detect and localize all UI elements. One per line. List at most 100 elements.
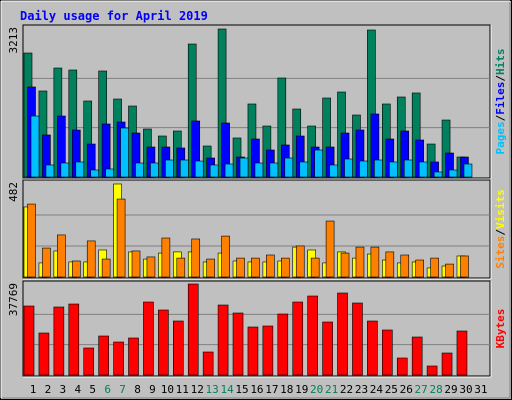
bar	[299, 161, 309, 178]
x-tick-label: 27	[415, 383, 428, 396]
x-tick-label: 12	[191, 383, 204, 396]
bar	[385, 251, 395, 278]
x-tick-label: 11	[176, 383, 189, 396]
bar	[206, 258, 215, 278]
bar	[415, 259, 424, 278]
bar	[403, 159, 413, 178]
x-tick-label: 6	[104, 383, 111, 396]
x-tick-label: 28	[429, 383, 442, 396]
x-tick-label: 7	[119, 383, 126, 396]
bar	[400, 254, 410, 278]
legend-entry: Sites	[494, 236, 507, 269]
bar	[135, 162, 144, 178]
bar	[254, 162, 264, 178]
bar	[314, 149, 323, 178]
bar	[463, 163, 473, 178]
legend-entry: Files	[494, 82, 507, 115]
bar	[281, 257, 290, 278]
x-tick-label: 25	[385, 383, 398, 396]
bar	[27, 203, 36, 278]
bar	[277, 313, 289, 376]
x-tick-label: 23	[355, 383, 368, 396]
legend-entry: Hits	[494, 49, 507, 76]
bar	[75, 161, 85, 178]
x-tick-label: 29	[444, 383, 457, 396]
bar	[239, 157, 249, 178]
legend: Sites/Visits	[494, 189, 507, 269]
x-tick-label: 10	[161, 383, 174, 396]
bar	[307, 295, 318, 376]
bar	[382, 329, 393, 376]
bar	[68, 303, 80, 376]
bar	[236, 257, 245, 278]
bar	[143, 301, 154, 376]
chart-title: Daily usage for April 2019	[20, 9, 208, 23]
bar	[158, 309, 169, 376]
bar	[113, 341, 124, 376]
bar	[337, 292, 348, 376]
bar	[224, 163, 234, 178]
bar	[176, 257, 186, 278]
legend-separator: /	[494, 75, 507, 82]
x-tick-label: 16	[250, 383, 263, 396]
bar	[128, 337, 139, 376]
bar	[165, 159, 174, 178]
x-tick-label: 1	[30, 383, 37, 396]
bar	[448, 169, 458, 178]
legend-entry: KBytes	[494, 309, 507, 349]
bar	[418, 161, 428, 178]
bar	[396, 357, 408, 376]
bar	[247, 326, 259, 376]
x-tick-label: 19	[295, 383, 308, 396]
x-tick-label: 3	[60, 383, 67, 396]
bar	[292, 301, 304, 376]
bar	[445, 263, 454, 278]
bar	[187, 283, 199, 376]
bar	[23, 305, 35, 376]
bar	[221, 235, 230, 278]
bar	[150, 162, 159, 178]
x-tick-label: 13	[206, 383, 219, 396]
bar	[269, 162, 279, 178]
bar	[433, 171, 443, 178]
bar	[295, 245, 305, 278]
x-tick-label: 20	[310, 383, 323, 396]
bar	[202, 351, 214, 376]
legend-entry: Visits	[494, 189, 507, 229]
bar	[340, 252, 350, 278]
bar	[161, 237, 171, 278]
bar	[352, 302, 363, 376]
bar	[262, 325, 274, 376]
bar	[53, 306, 65, 376]
bar	[180, 159, 189, 178]
x-tick-label: 26	[400, 383, 413, 396]
y-tick-label: 37769	[7, 283, 20, 316]
legend: KBytes	[494, 309, 507, 349]
bar	[173, 320, 184, 376]
bar	[60, 162, 70, 178]
bar	[209, 164, 219, 178]
bar	[42, 247, 51, 278]
bar	[322, 321, 333, 376]
legend-separator: /	[494, 229, 507, 236]
bar	[131, 250, 141, 278]
bar	[83, 347, 95, 376]
bar	[191, 238, 201, 278]
bar	[105, 168, 114, 178]
bar	[98, 335, 109, 376]
y-tick-label: 482	[7, 182, 20, 202]
x-tick-label: 9	[149, 383, 156, 396]
bar	[460, 255, 469, 278]
x-tick-label: 24	[370, 383, 384, 396]
x-tick-label: 30	[459, 383, 472, 396]
bar	[411, 336, 423, 376]
bar	[45, 164, 55, 178]
bar	[389, 161, 398, 178]
x-tick-label: 21	[325, 383, 338, 396]
bar	[86, 240, 96, 278]
x-tick-label: 4	[74, 383, 81, 396]
x-tick-label: 2	[45, 383, 52, 396]
bar	[374, 159, 383, 178]
bar	[367, 320, 378, 376]
